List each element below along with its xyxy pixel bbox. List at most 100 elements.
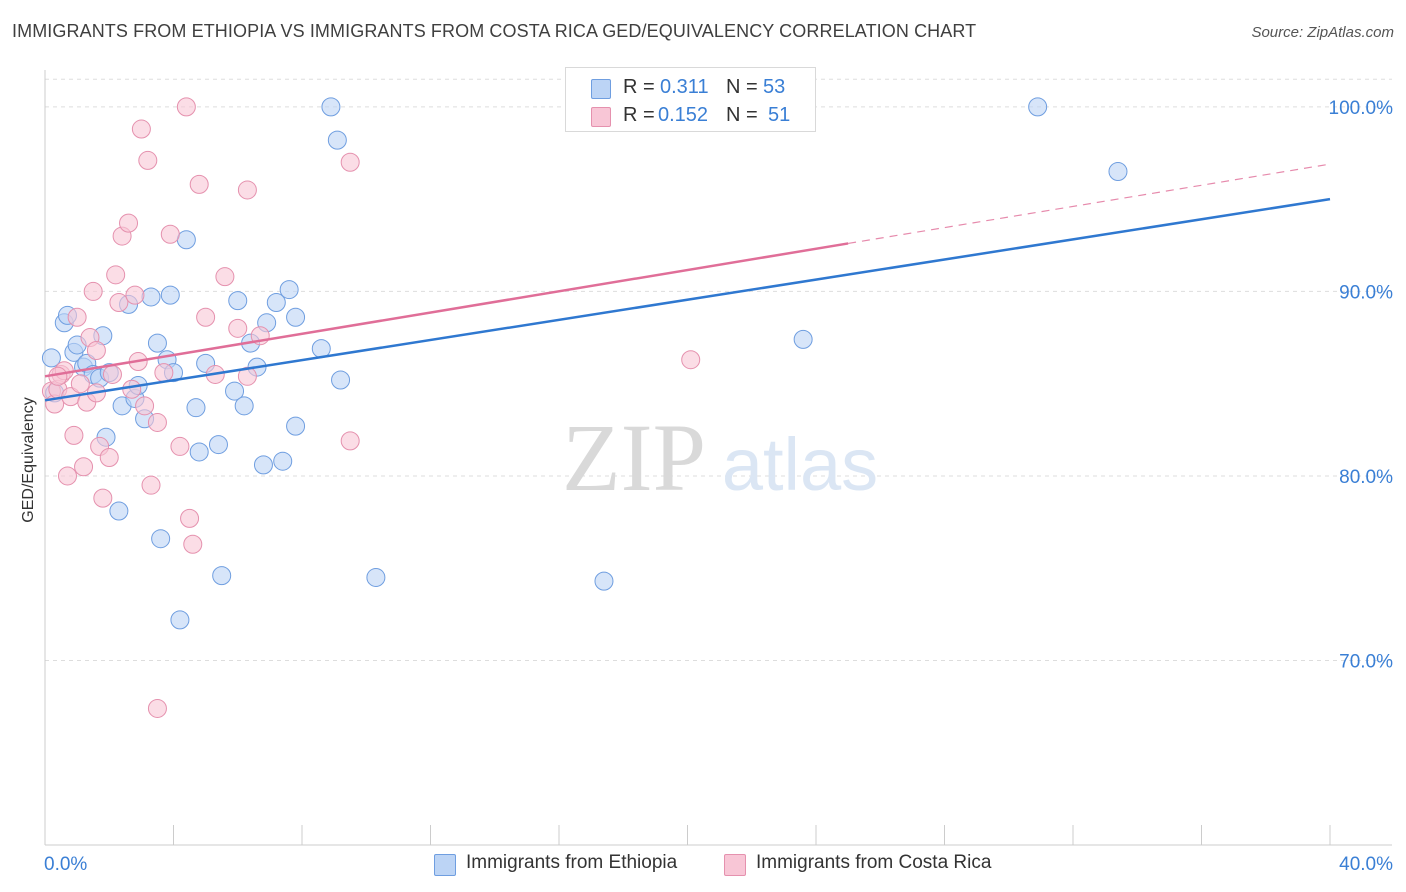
x-tick-label: 0.0%	[44, 854, 87, 875]
data-point-ethiopia	[279, 280, 299, 300]
data-point-costa-rica	[86, 340, 106, 360]
data-point-costa-rica	[102, 364, 122, 384]
data-point-costa-rica	[183, 534, 203, 554]
trend-extension-costa-rica	[848, 163, 1331, 245]
r-value: 0.311	[660, 76, 709, 98]
data-point-ethiopia	[286, 307, 306, 327]
legend-label-ethiopia: Immigrants from Ethiopia	[466, 852, 678, 873]
data-point-costa-rica	[170, 436, 190, 456]
data-point-ethiopia	[1028, 97, 1048, 117]
n-value: 51	[768, 104, 791, 126]
data-point-costa-rica	[141, 475, 161, 495]
data-point-ethiopia	[234, 396, 254, 416]
data-point-costa-rica	[215, 267, 235, 287]
data-point-costa-rica	[83, 281, 103, 301]
data-point-costa-rica	[74, 457, 94, 477]
y-tick-label: 80.0%	[1339, 467, 1393, 488]
x-tick-label: 40.0%	[1339, 854, 1393, 875]
data-point-costa-rica	[70, 374, 90, 394]
data-point-costa-rica	[106, 265, 126, 285]
data-point-ethiopia	[189, 442, 209, 462]
y-tick-label: 70.0%	[1339, 651, 1393, 672]
data-point-ethiopia	[286, 416, 306, 436]
chart-title: IMMIGRANTS FROM ETHIOPIA VS IMMIGRANTS F…	[12, 21, 977, 41]
trend-line-ethiopia	[44, 197, 1331, 402]
legend-row-costa-rica: R = 0.152 N = 51	[566, 100, 815, 130]
watermark-zip: ZIP	[562, 404, 706, 511]
data-point-costa-rica	[99, 448, 119, 467]
legend-swatch-costa-rica	[591, 107, 611, 127]
data-point-ethiopia	[147, 333, 167, 353]
data-point-ethiopia	[266, 293, 286, 312]
data-point-costa-rica	[122, 379, 142, 399]
axes	[44, 70, 1392, 846]
legend-row-ethiopia: R = 0.311 N = 53	[566, 72, 815, 102]
legend-swatch-ethiopia	[591, 79, 611, 99]
data-point-ethiopia	[212, 566, 232, 586]
data-point-costa-rica	[228, 318, 248, 338]
y-tick-label: 90.0%	[1339, 282, 1393, 303]
data-point-ethiopia	[228, 291, 248, 311]
data-point-costa-rica	[119, 213, 139, 233]
tick-labels: 70.0% 80.0% 90.0% 100.0% 0.0% 40.0%	[44, 98, 1393, 875]
data-point-costa-rica	[237, 180, 257, 200]
watermark-atlas: atlas	[722, 423, 878, 506]
data-point-ethiopia	[141, 287, 161, 307]
r-label: R =	[623, 76, 655, 98]
data-point-ethiopia	[594, 571, 614, 591]
data-point-costa-rica	[340, 431, 360, 451]
data-point-costa-rica	[189, 174, 209, 194]
data-point-costa-rica	[180, 508, 200, 528]
correlation-legend: R = 0.311 N = 53 R = 0.152 N = 51	[565, 67, 816, 132]
data-point-ethiopia	[160, 285, 180, 305]
data-point-ethiopia	[208, 435, 228, 455]
data-point-ethiopia	[109, 501, 129, 521]
data-point-costa-rica	[340, 152, 360, 172]
data-point-ethiopia	[225, 381, 245, 401]
n-value: 53	[763, 76, 786, 98]
data-point-costa-rica	[176, 97, 196, 117]
data-point-costa-rica	[67, 307, 87, 327]
data-point-costa-rica	[64, 425, 84, 445]
y-axis-label: GED/Equivalency	[20, 397, 37, 522]
data-point-ethiopia	[176, 230, 196, 250]
r-value: 0.152	[658, 104, 709, 126]
data-point-costa-rica	[135, 396, 155, 416]
n-label: N =	[726, 104, 758, 126]
data-point-costa-rica	[681, 350, 701, 370]
data-point-ethiopia	[170, 610, 190, 630]
data-point-costa-rica	[196, 307, 216, 327]
data-point-costa-rica	[109, 293, 129, 312]
data-point-costa-rica	[147, 698, 167, 718]
data-point-ethiopia	[327, 130, 347, 150]
data-point-ethiopia	[1108, 161, 1128, 181]
data-point-costa-rica	[237, 366, 257, 386]
data-point-costa-rica	[131, 119, 151, 139]
trend-line-costa-rica	[44, 242, 849, 378]
data-point-costa-rica	[160, 224, 180, 244]
data-point-ethiopia	[273, 451, 293, 471]
legend-swatch-costa-rica	[724, 854, 746, 876]
series-legend: Immigrants from Ethiopia Immigrants from…	[0, 852, 1406, 878]
data-point-ethiopia	[366, 567, 386, 587]
legend-label-costa-rica: Immigrants from Costa Rica	[756, 852, 992, 873]
data-point-ethiopia	[253, 455, 273, 475]
data-point-ethiopia	[41, 348, 61, 368]
data-point-ethiopia	[151, 529, 171, 549]
data-point-costa-rica	[154, 363, 174, 383]
data-point-costa-rica	[125, 285, 145, 305]
n-label: N =	[726, 76, 758, 98]
source-label: Source: ZipAtlas.com	[1251, 24, 1394, 41]
data-point-ethiopia	[793, 329, 813, 349]
y-tick-label: 100.0%	[1329, 98, 1394, 119]
data-point-costa-rica	[138, 150, 158, 170]
data-point-ethiopia	[321, 97, 341, 117]
r-label: R =	[623, 104, 655, 126]
trend-lines	[44, 163, 1331, 402]
data-point-ethiopia	[331, 370, 351, 390]
legend-swatch-ethiopia	[434, 854, 456, 876]
data-point-costa-rica	[147, 412, 167, 432]
data-point-ethiopia	[186, 398, 206, 418]
data-point-costa-rica	[93, 488, 113, 508]
